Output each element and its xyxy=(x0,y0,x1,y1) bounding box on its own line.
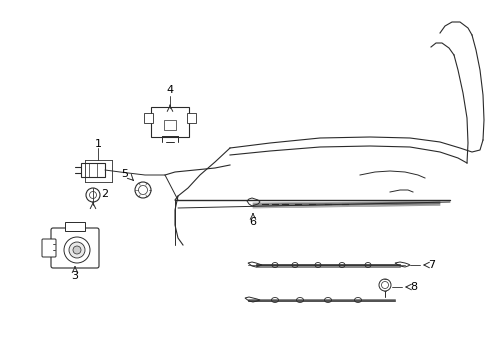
FancyBboxPatch shape xyxy=(164,120,176,130)
FancyBboxPatch shape xyxy=(51,228,99,268)
Circle shape xyxy=(73,246,81,254)
Ellipse shape xyxy=(365,262,371,267)
Ellipse shape xyxy=(354,297,362,302)
Polygon shape xyxy=(395,262,410,267)
Ellipse shape xyxy=(339,262,345,267)
Text: 3: 3 xyxy=(72,271,78,281)
Circle shape xyxy=(69,242,85,258)
Text: 8: 8 xyxy=(411,282,417,292)
FancyBboxPatch shape xyxy=(187,113,196,123)
Ellipse shape xyxy=(315,262,321,267)
Ellipse shape xyxy=(292,262,298,267)
Text: 1: 1 xyxy=(95,139,101,149)
Circle shape xyxy=(382,282,389,288)
Circle shape xyxy=(379,279,391,291)
Ellipse shape xyxy=(324,297,332,302)
FancyBboxPatch shape xyxy=(81,163,105,177)
FancyBboxPatch shape xyxy=(144,113,153,123)
Text: 5: 5 xyxy=(122,169,128,179)
Ellipse shape xyxy=(296,297,303,302)
FancyBboxPatch shape xyxy=(151,107,189,137)
Text: 2: 2 xyxy=(101,189,109,199)
Circle shape xyxy=(139,185,147,194)
Text: 7: 7 xyxy=(428,260,436,270)
Text: 6: 6 xyxy=(249,217,256,227)
Circle shape xyxy=(90,192,97,198)
Polygon shape xyxy=(247,198,260,206)
FancyBboxPatch shape xyxy=(65,222,85,231)
Text: 4: 4 xyxy=(167,85,173,95)
Polygon shape xyxy=(248,262,262,267)
Ellipse shape xyxy=(272,262,278,267)
FancyBboxPatch shape xyxy=(42,239,56,257)
Polygon shape xyxy=(245,297,260,302)
Circle shape xyxy=(64,237,90,263)
Ellipse shape xyxy=(271,297,278,302)
Circle shape xyxy=(135,182,151,198)
Circle shape xyxy=(86,188,100,202)
